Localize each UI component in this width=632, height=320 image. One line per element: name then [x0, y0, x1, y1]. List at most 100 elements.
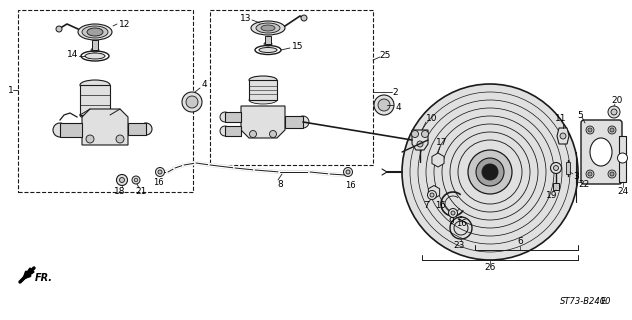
- Text: 14: 14: [68, 50, 79, 59]
- Text: 2: 2: [392, 87, 398, 97]
- Ellipse shape: [53, 123, 67, 137]
- Ellipse shape: [91, 48, 99, 52]
- Circle shape: [411, 131, 418, 138]
- Bar: [249, 80, 277, 100]
- Ellipse shape: [256, 23, 280, 33]
- Text: 13: 13: [240, 13, 252, 22]
- Ellipse shape: [261, 25, 275, 31]
- Circle shape: [610, 172, 614, 176]
- Text: 3: 3: [573, 172, 579, 180]
- Ellipse shape: [80, 110, 110, 120]
- Circle shape: [116, 174, 128, 186]
- Text: 4: 4: [395, 102, 401, 111]
- Ellipse shape: [297, 116, 309, 128]
- Text: 22: 22: [578, 180, 590, 188]
- Circle shape: [608, 106, 620, 118]
- Text: 23: 23: [453, 242, 465, 251]
- Circle shape: [482, 164, 498, 180]
- Circle shape: [610, 128, 614, 132]
- Text: 24: 24: [617, 188, 629, 196]
- Circle shape: [346, 170, 350, 174]
- Circle shape: [132, 176, 140, 184]
- Circle shape: [550, 163, 561, 173]
- Circle shape: [86, 135, 94, 143]
- Text: 5: 5: [577, 110, 583, 119]
- Circle shape: [476, 158, 504, 186]
- Circle shape: [158, 170, 162, 174]
- Ellipse shape: [80, 80, 110, 90]
- Text: 20: 20: [611, 95, 623, 105]
- Circle shape: [608, 170, 616, 178]
- Circle shape: [429, 187, 439, 197]
- Circle shape: [560, 133, 566, 139]
- Circle shape: [269, 131, 277, 138]
- Text: E: E: [600, 298, 605, 307]
- Bar: [225, 112, 241, 122]
- Bar: [553, 183, 559, 190]
- Circle shape: [134, 178, 138, 182]
- Circle shape: [250, 131, 257, 138]
- Circle shape: [301, 15, 307, 21]
- Text: 16: 16: [344, 180, 355, 189]
- Text: 16: 16: [456, 220, 466, 228]
- Bar: [566, 162, 570, 174]
- Circle shape: [427, 190, 437, 199]
- Circle shape: [422, 131, 428, 138]
- Circle shape: [417, 141, 423, 147]
- Text: 16: 16: [435, 202, 446, 211]
- Bar: [265, 36, 271, 44]
- Bar: [60, 123, 82, 137]
- Text: 17: 17: [436, 138, 447, 147]
- Text: 18: 18: [114, 188, 126, 196]
- Circle shape: [119, 178, 125, 182]
- Circle shape: [468, 150, 512, 194]
- Circle shape: [56, 26, 62, 32]
- Circle shape: [344, 167, 353, 177]
- Text: 11: 11: [556, 114, 567, 123]
- Polygon shape: [20, 268, 34, 282]
- Circle shape: [611, 109, 617, 115]
- Polygon shape: [432, 153, 444, 167]
- Circle shape: [116, 135, 124, 143]
- Circle shape: [430, 193, 434, 197]
- Text: ST73-B2400: ST73-B2400: [560, 298, 612, 307]
- Polygon shape: [241, 106, 285, 138]
- Text: 12: 12: [119, 20, 131, 28]
- Circle shape: [435, 157, 441, 163]
- Ellipse shape: [140, 123, 152, 135]
- Circle shape: [586, 170, 594, 178]
- Circle shape: [402, 84, 578, 260]
- Ellipse shape: [249, 76, 277, 84]
- Circle shape: [588, 128, 592, 132]
- Text: 1: 1: [8, 85, 14, 94]
- Ellipse shape: [251, 21, 285, 35]
- Polygon shape: [412, 130, 428, 150]
- Text: 10: 10: [426, 114, 438, 123]
- Text: 16: 16: [153, 178, 163, 187]
- Text: 8: 8: [277, 180, 283, 188]
- Text: 19: 19: [546, 191, 558, 201]
- Bar: [210, 10, 373, 165]
- Text: 15: 15: [292, 42, 304, 51]
- Text: 7: 7: [423, 202, 429, 211]
- Bar: [225, 126, 241, 136]
- Ellipse shape: [249, 96, 277, 104]
- Circle shape: [588, 172, 592, 176]
- Ellipse shape: [220, 126, 230, 136]
- Ellipse shape: [87, 28, 103, 36]
- Circle shape: [186, 96, 198, 108]
- Ellipse shape: [264, 42, 272, 46]
- Bar: [18, 10, 193, 192]
- Circle shape: [433, 155, 443, 165]
- Text: 6: 6: [517, 237, 523, 246]
- Polygon shape: [428, 186, 440, 198]
- Text: 21: 21: [135, 188, 147, 196]
- FancyBboxPatch shape: [581, 120, 622, 184]
- Circle shape: [554, 165, 559, 171]
- Bar: [285, 116, 303, 128]
- Text: FR.: FR.: [35, 273, 53, 283]
- Ellipse shape: [259, 47, 277, 52]
- Circle shape: [432, 189, 437, 195]
- Text: 4: 4: [201, 79, 207, 89]
- Bar: [92, 40, 98, 50]
